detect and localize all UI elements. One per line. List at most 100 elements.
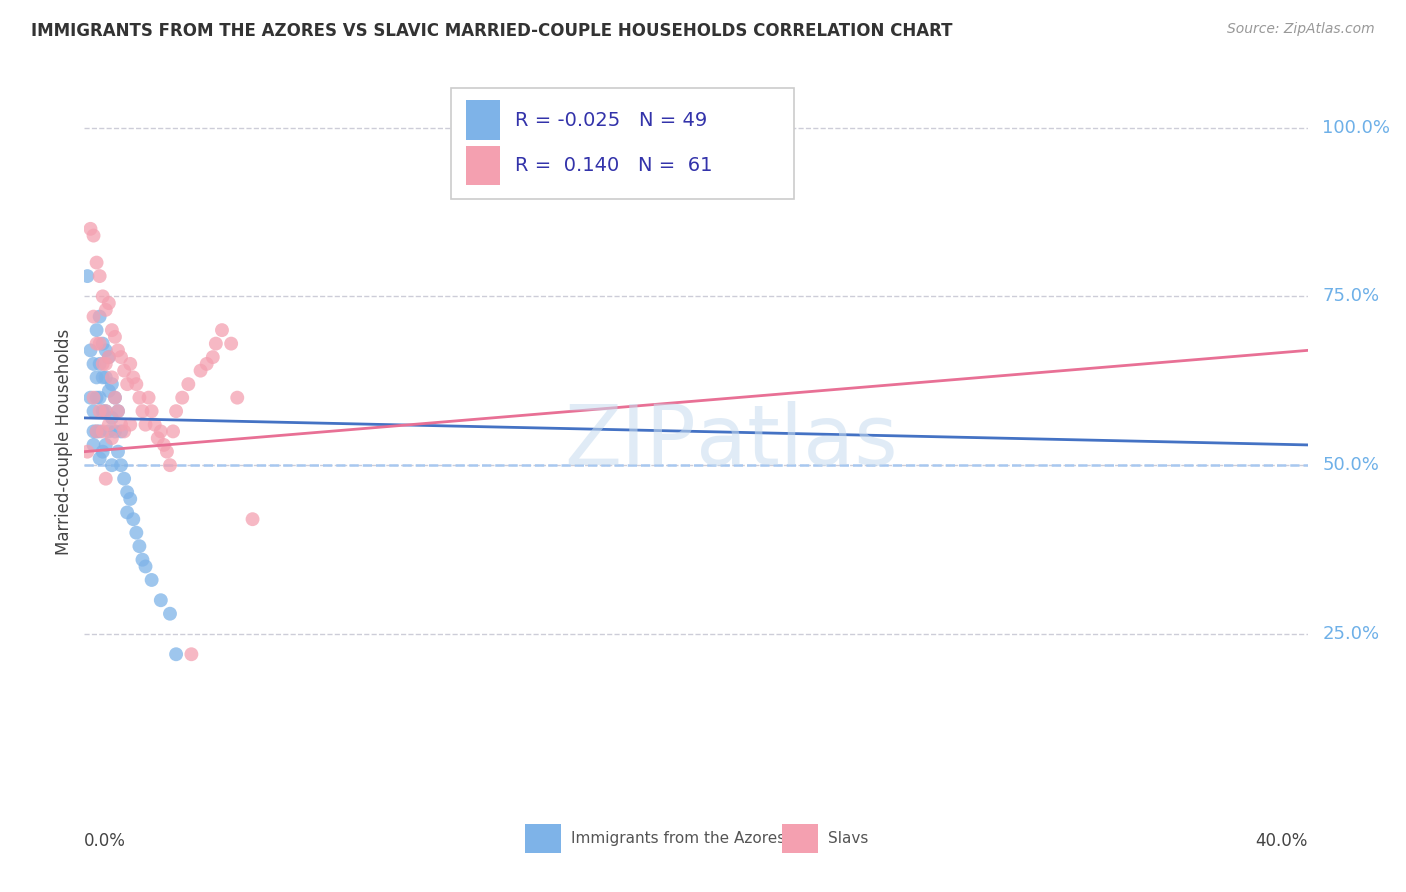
Point [149, 593, 172, 607]
Point [104, 330, 127, 344]
Point [91, 425, 114, 439]
Y-axis label: Married-couple Households: Married-couple Households [55, 328, 73, 555]
Point [146, 431, 169, 445]
Point [104, 425, 127, 439]
Point [219, 336, 242, 351]
Point [201, 350, 224, 364]
Point [138, 391, 160, 405]
FancyBboxPatch shape [451, 87, 794, 200]
Point [83, 438, 105, 452]
FancyBboxPatch shape [465, 100, 501, 140]
Point [110, 458, 132, 472]
Point [131, 404, 153, 418]
Point [86, 336, 108, 351]
Point [91, 289, 114, 303]
Point [177, 377, 200, 392]
Point [153, 438, 176, 452]
Point [205, 336, 228, 351]
Point [107, 404, 129, 418]
Text: IMMIGRANTS FROM THE AZORES VS SLAVIC MARRIED-COUPLE HOUSEHOLDS CORRELATION CHART: IMMIGRANTS FROM THE AZORES VS SLAVIC MAR… [31, 22, 952, 40]
Point [107, 343, 129, 358]
Point [120, 491, 142, 506]
Text: 50.0%: 50.0% [1322, 456, 1379, 475]
Point [83, 228, 105, 243]
Point [141, 573, 163, 587]
FancyBboxPatch shape [524, 824, 561, 854]
Point [125, 525, 148, 540]
Point [89, 310, 111, 324]
Text: 40.0%: 40.0% [1256, 831, 1308, 850]
Point [89, 404, 111, 418]
Point [211, 323, 233, 337]
Point [128, 539, 150, 553]
Point [94, 404, 117, 418]
Point [242, 512, 264, 526]
Point [86, 425, 108, 439]
Text: Source: ZipAtlas.com: Source: ZipAtlas.com [1227, 22, 1375, 37]
Point [115, 377, 138, 392]
Point [149, 425, 172, 439]
Point [83, 425, 105, 439]
Point [122, 370, 145, 384]
Point [101, 370, 124, 384]
Point [143, 417, 166, 432]
Point [141, 404, 163, 418]
Point [104, 391, 127, 405]
Point [97, 425, 120, 439]
Point [159, 607, 181, 621]
Point [104, 391, 127, 405]
Point [159, 458, 181, 472]
Point [97, 296, 120, 310]
Point [89, 336, 111, 351]
Point [115, 505, 138, 519]
Point [122, 512, 145, 526]
Point [89, 269, 111, 284]
Point [91, 404, 114, 418]
Point [131, 552, 153, 566]
Point [86, 323, 108, 337]
Point [76, 269, 98, 284]
Point [86, 370, 108, 384]
Point [162, 425, 184, 439]
Point [86, 425, 108, 439]
Point [195, 357, 218, 371]
Point [83, 391, 105, 405]
Point [97, 384, 120, 398]
Point [86, 255, 108, 269]
Point [112, 425, 135, 439]
Text: atlas: atlas [696, 401, 897, 482]
Point [165, 404, 187, 418]
Point [110, 350, 132, 364]
Text: ZIP: ZIP [564, 401, 696, 482]
Point [94, 438, 117, 452]
Point [165, 647, 187, 661]
Point [97, 417, 120, 432]
Text: 0.0%: 0.0% [84, 831, 127, 850]
Point [83, 310, 105, 324]
Point [180, 647, 202, 661]
Point [86, 391, 108, 405]
Text: Slavs: Slavs [828, 831, 869, 847]
Point [110, 425, 132, 439]
Point [79, 222, 101, 236]
Point [94, 370, 117, 384]
Point [128, 391, 150, 405]
Point [89, 391, 111, 405]
Text: 25.0%: 25.0% [1322, 625, 1379, 643]
Point [76, 444, 98, 458]
Point [94, 343, 117, 358]
Point [79, 343, 101, 358]
Point [101, 431, 124, 445]
Point [125, 377, 148, 392]
Text: R = -0.025   N = 49: R = -0.025 N = 49 [515, 111, 707, 129]
Text: R =  0.140   N =  61: R = 0.140 N = 61 [515, 156, 713, 175]
Point [101, 458, 124, 472]
Point [112, 472, 135, 486]
Text: 75.0%: 75.0% [1322, 287, 1379, 305]
Point [94, 404, 117, 418]
Point [83, 404, 105, 418]
Point [120, 417, 142, 432]
Point [91, 444, 114, 458]
Point [107, 444, 129, 458]
Point [112, 364, 135, 378]
